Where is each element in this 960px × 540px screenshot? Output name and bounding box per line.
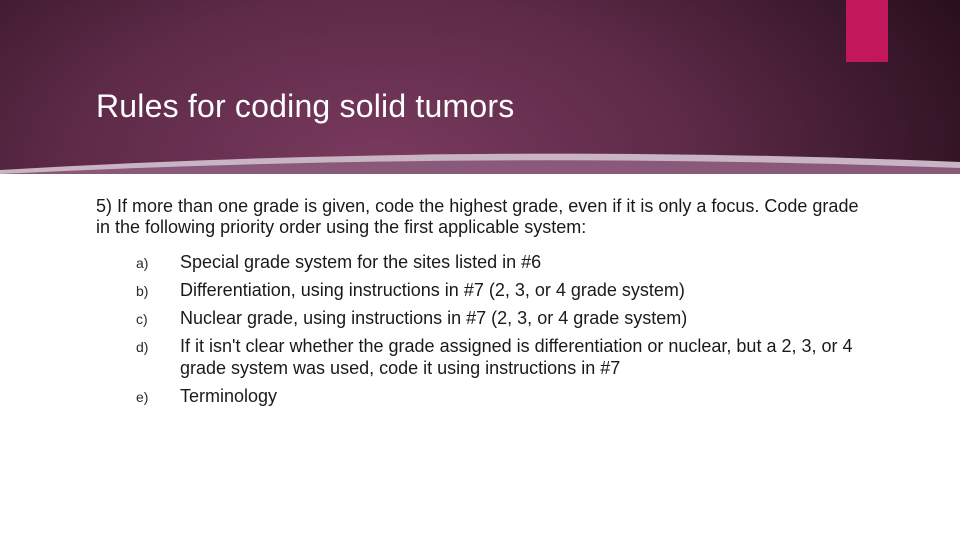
priority-list: a) Special grade system for the sites li… (136, 252, 876, 408)
list-marker: b) (136, 280, 180, 299)
intro-text: 5) If more than one grade is given, code… (96, 196, 876, 238)
slide: Rules for coding solid tumors 5) If more… (0, 0, 960, 540)
slide-title: Rules for coding solid tumors (96, 88, 514, 125)
list-marker: d) (136, 336, 180, 355)
list-marker: c) (136, 308, 180, 327)
header-banner: Rules for coding solid tumors (0, 0, 960, 170)
list-text: Differentiation, using instructions in #… (180, 280, 876, 302)
list-item: d) If it isn't clear whether the grade a… (136, 336, 876, 380)
list-item: c) Nuclear grade, using instructions in … (136, 308, 876, 330)
list-item: e) Terminology (136, 386, 876, 408)
header-swoosh (0, 148, 960, 174)
list-text: Terminology (180, 386, 876, 408)
list-item: a) Special grade system for the sites li… (136, 252, 876, 274)
list-text: If it isn't clear whether the grade assi… (180, 336, 876, 380)
list-marker: e) (136, 386, 180, 405)
list-text: Special grade system for the sites liste… (180, 252, 876, 274)
accent-tab (846, 0, 888, 62)
list-item: b) Differentiation, using instructions i… (136, 280, 876, 302)
list-text: Nuclear grade, using instructions in #7 … (180, 308, 876, 330)
list-marker: a) (136, 252, 180, 271)
slide-body: 5) If more than one grade is given, code… (96, 196, 876, 414)
